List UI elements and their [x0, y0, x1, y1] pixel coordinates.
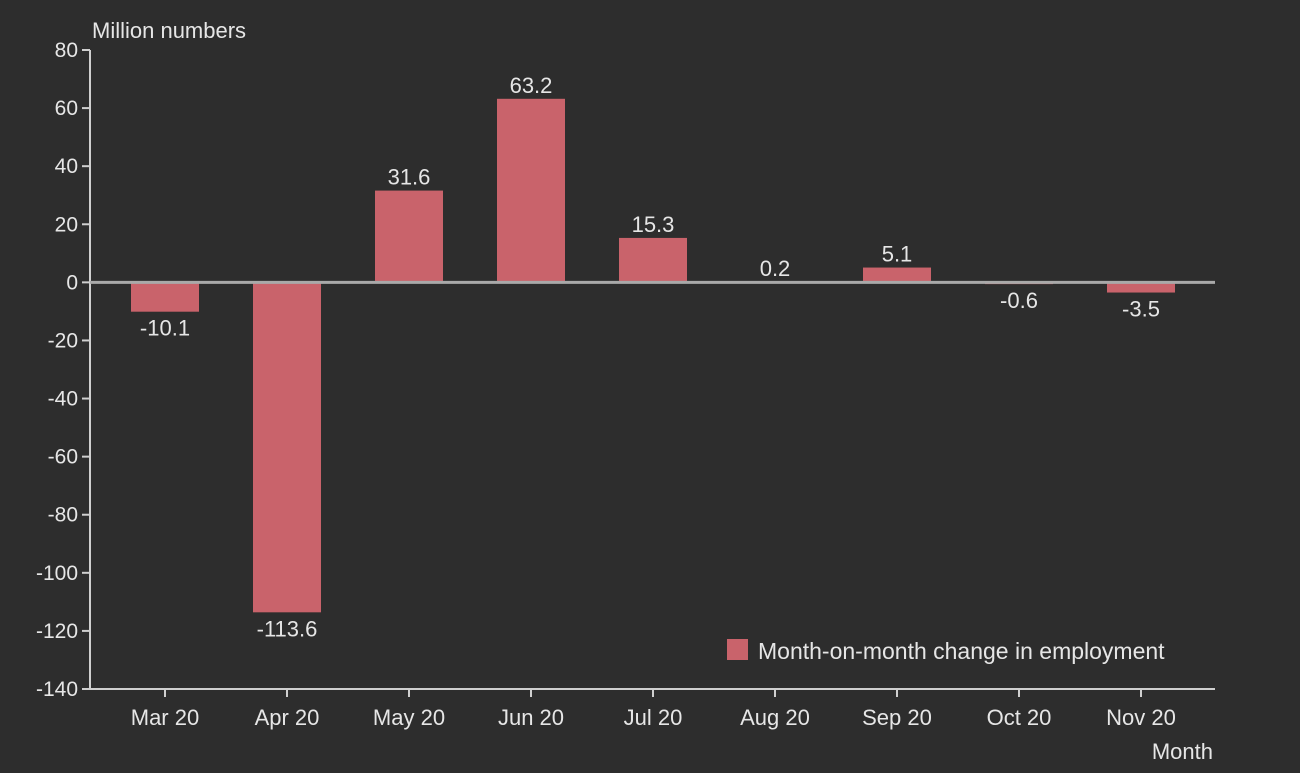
x-axis-title: Month — [1152, 739, 1213, 764]
y-axis-ticks: 80 60 40 20 0 -20 -40 -60 -80 -100 -120 -140 — [36, 39, 90, 701]
y-tick-label: 60 — [55, 97, 78, 120]
x-axis-ticks: Mar 20 Apr 20 May 20 Jun 20 Jul 20 Aug 20 Sep … — [131, 689, 1176, 730]
y-tick-label: 20 — [55, 213, 78, 236]
data-label: -113.6 — [257, 616, 318, 641]
bar — [863, 267, 931, 283]
y-tick-label: 40 — [55, 155, 78, 178]
x-tick-label: Aug 20 — [740, 705, 810, 730]
x-tick-label: Mar 20 — [131, 705, 199, 730]
data-label: 63.2 — [510, 73, 553, 98]
bar — [131, 282, 199, 312]
x-tick-label: Oct 20 — [987, 705, 1052, 730]
x-tick-label: Nov 20 — [1106, 705, 1176, 730]
y-axis-title: Million numbers — [92, 18, 246, 43]
bars-group — [131, 98, 1175, 613]
data-label: -10.1 — [140, 316, 190, 341]
y-tick-label: -100 — [36, 562, 78, 585]
bar — [497, 98, 565, 283]
y-tick-label: -120 — [36, 620, 78, 643]
data-label: 31.6 — [388, 165, 431, 190]
y-tick-label: -140 — [36, 678, 78, 701]
bar — [253, 282, 321, 613]
data-labels-group: -10.1 -113.6 31.6 63.2 15.3 0.2 5.1 -0.6 -3.5 — [140, 73, 1160, 642]
x-tick-label: Jun 20 — [498, 705, 564, 730]
bar — [1107, 282, 1175, 293]
x-tick-label: Apr 20 — [255, 705, 320, 730]
data-label: 15.3 — [632, 212, 675, 237]
x-tick-label: Jul 20 — [624, 705, 683, 730]
bar — [375, 190, 443, 283]
legend-swatch — [727, 639, 748, 660]
y-tick-label: -80 — [48, 504, 78, 527]
legend: Month-on-month change in employment — [727, 638, 1165, 664]
y-tick-label: -20 — [48, 329, 78, 352]
bar — [619, 237, 687, 283]
y-tick-label: -60 — [48, 446, 78, 469]
y-tick-label: 80 — [55, 39, 78, 62]
x-tick-label: May 20 — [373, 705, 445, 730]
legend-label: Month-on-month change in employment — [758, 638, 1165, 664]
data-label: -3.5 — [1122, 297, 1160, 322]
data-label: 5.1 — [882, 242, 913, 267]
x-tick-label: Sep 20 — [862, 705, 932, 730]
data-label: -0.6 — [1000, 288, 1038, 313]
data-label: 0.2 — [760, 256, 791, 281]
y-tick-label: -40 — [48, 388, 78, 411]
y-tick-label: 0 — [66, 271, 78, 294]
